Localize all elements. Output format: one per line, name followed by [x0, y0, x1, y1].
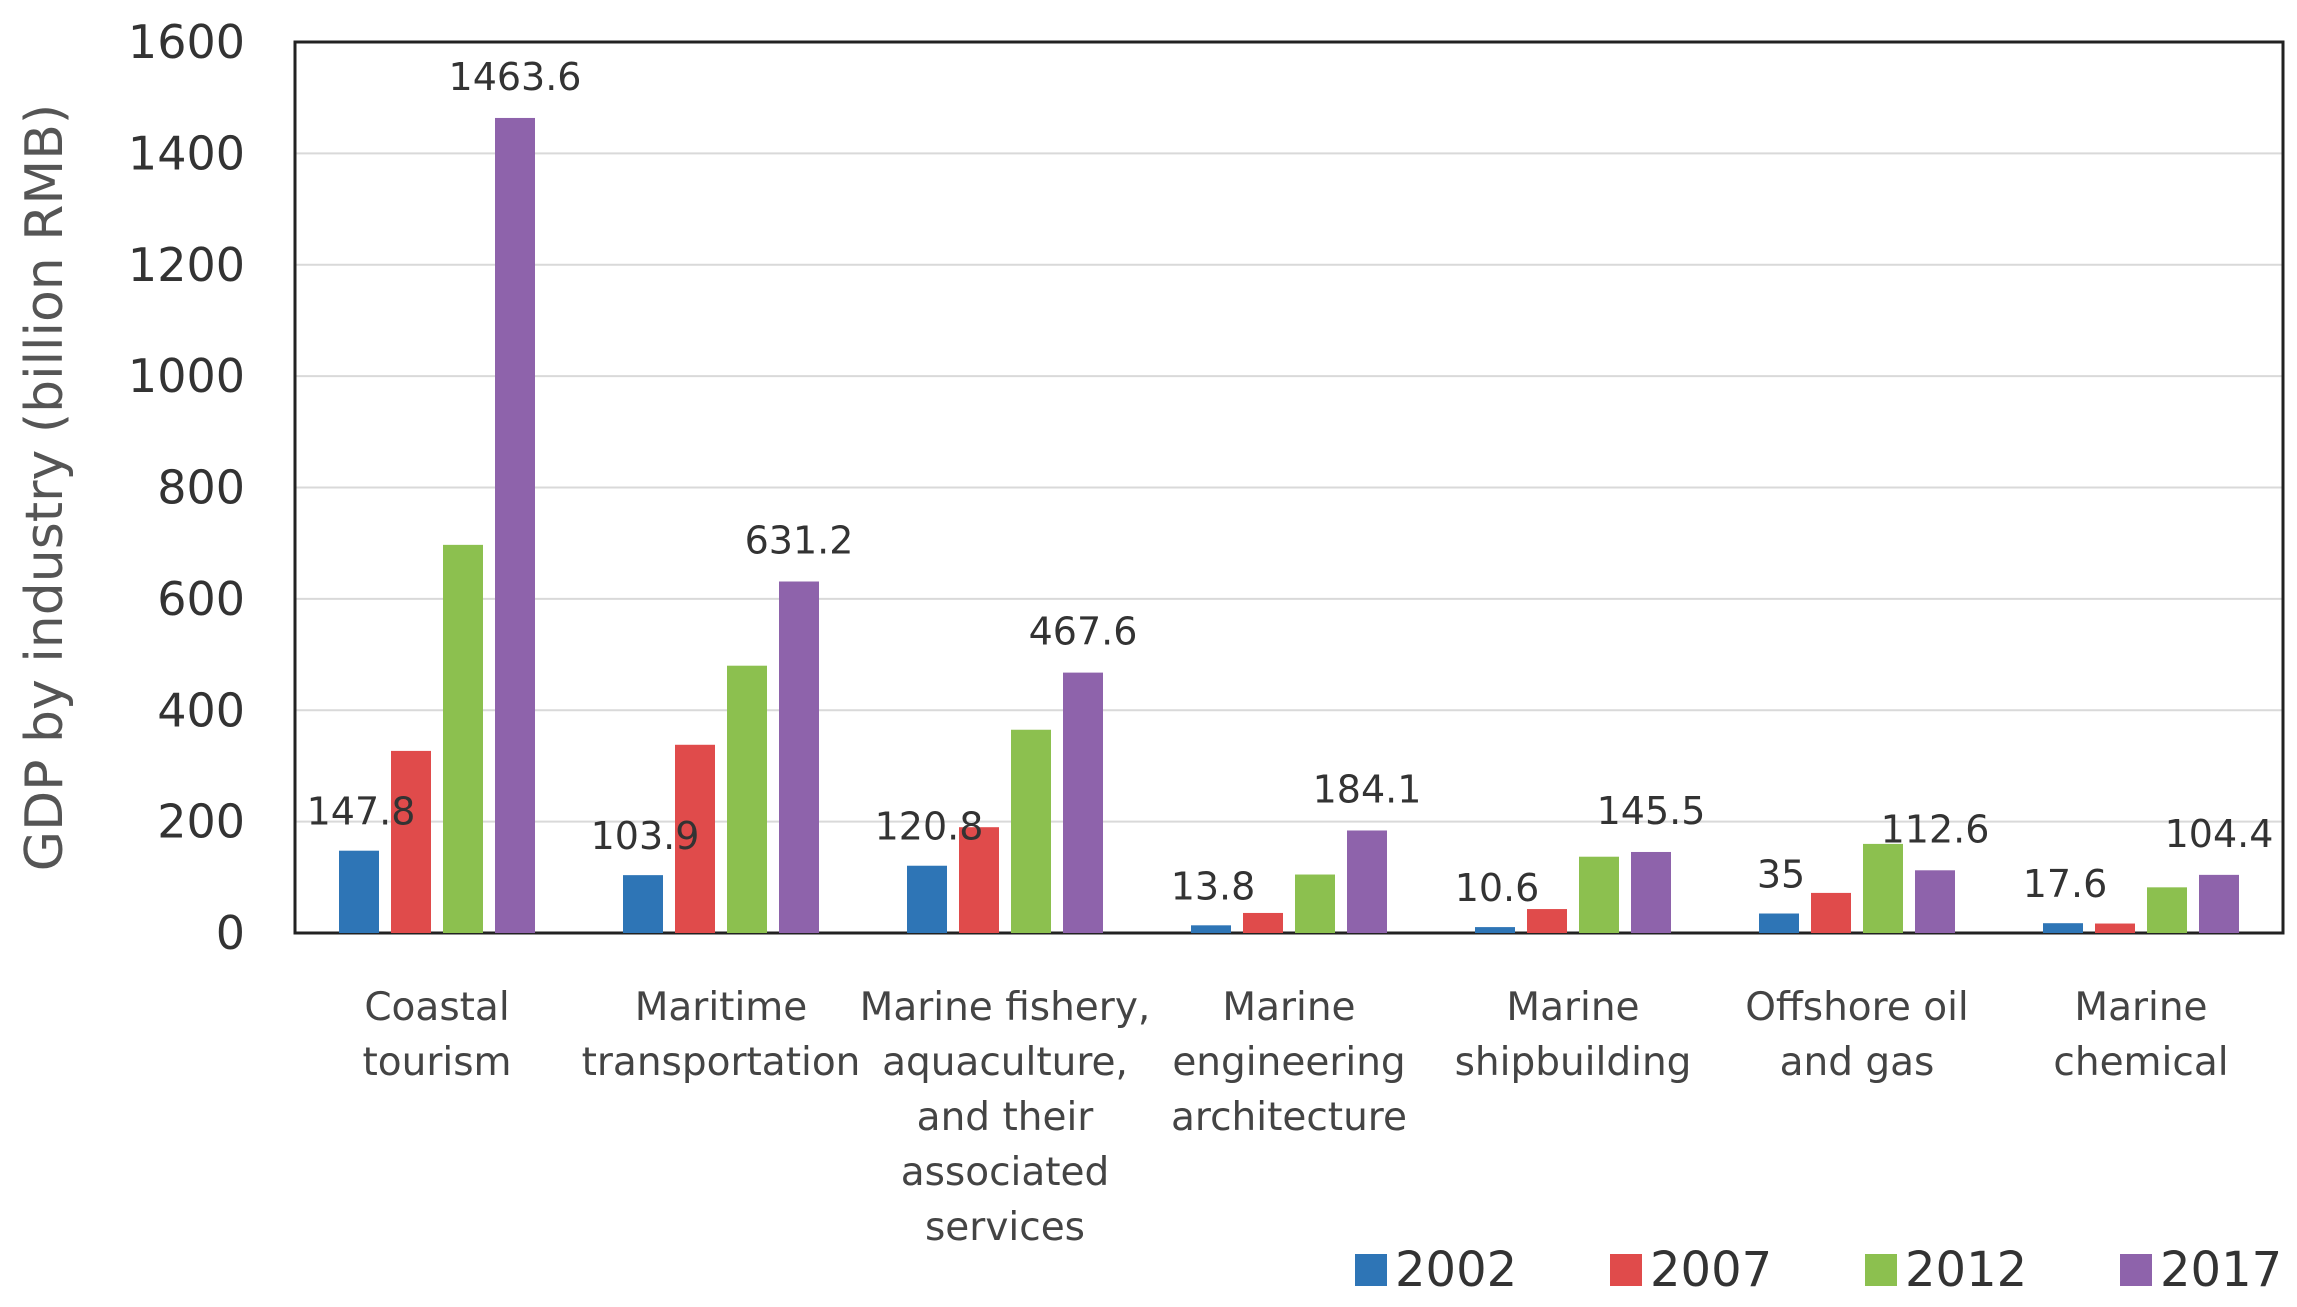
- bar-2012-0: [443, 544, 483, 933]
- bar-2007-5: [1811, 892, 1851, 933]
- y-tick-label: 600: [157, 572, 245, 626]
- plot-area-border: [293, 40, 2285, 935]
- bar-2002-4: [1475, 927, 1515, 933]
- bar-2002-5: [1759, 913, 1799, 933]
- bar-2012-2: [1011, 729, 1051, 933]
- bar-2012-5: [1863, 843, 1903, 933]
- y-tick-label: 400: [157, 683, 245, 737]
- legend-label-2017: 2017: [2160, 1242, 2282, 1298]
- category-label: chemical: [2053, 1040, 2228, 1085]
- data-label-2017: 1463.6: [449, 55, 582, 99]
- data-label-2002: 35: [1757, 853, 1805, 897]
- data-label-2017: 145.5: [1597, 789, 1706, 833]
- bar-2007-3: [1243, 912, 1283, 933]
- bar-2012-4: [1579, 856, 1619, 933]
- y-tick-label: 1600: [128, 15, 245, 69]
- bar-2002-0: [339, 850, 379, 933]
- data-label-2017: 467.6: [1029, 610, 1138, 654]
- legend-swatch-2017: [2120, 1254, 2152, 1286]
- legend-label-2007: 2007: [1650, 1242, 1772, 1298]
- bar-2012-1: [727, 665, 767, 933]
- bar-2012-3: [1295, 874, 1335, 933]
- bar-2017-0: [495, 117, 535, 933]
- y-tick-label: 0: [216, 906, 245, 960]
- category-label: shipbuilding: [1455, 1040, 1692, 1085]
- legend-label-2012: 2012: [1905, 1242, 2027, 1298]
- category-label: and their: [917, 1095, 1095, 1140]
- bar-2017-1: [779, 581, 819, 933]
- category-label: tourism: [362, 1040, 511, 1085]
- bar-2017-2: [1063, 672, 1103, 933]
- category-label: Maritime: [635, 985, 808, 1030]
- category-label: Marine: [1506, 985, 1639, 1030]
- y-tick-label: 200: [157, 795, 245, 849]
- category-label: services: [925, 1205, 1085, 1250]
- data-label-2002: 17.6: [2023, 862, 2108, 906]
- y-tick-label: 1200: [128, 238, 245, 292]
- bar-2007-2: [959, 827, 999, 933]
- category-label: Offshore oil: [1745, 985, 1969, 1030]
- y-tick-label: 800: [157, 461, 245, 515]
- bar-2017-6: [2199, 874, 2239, 933]
- data-label-2017: 184.1: [1313, 767, 1422, 811]
- bar-2007-1: [675, 744, 715, 933]
- category-label: associated: [901, 1150, 1110, 1195]
- data-label-2017: 631.2: [745, 519, 854, 563]
- bar-2002-6: [2043, 923, 2083, 933]
- category-label: Marine fishery,: [860, 985, 1151, 1030]
- bar-2007-0: [391, 750, 431, 933]
- bar-2007-6: [2095, 923, 2135, 933]
- y-axis-title: GDP by industry (billion RMB): [15, 104, 75, 871]
- bar-2007-4: [1527, 909, 1567, 933]
- data-label-2002: 103.9: [591, 814, 700, 858]
- category-label: Coastal: [364, 985, 509, 1030]
- bar-2002-1: [623, 875, 663, 933]
- category-label: architecture: [1171, 1095, 1407, 1140]
- category-label: engineering: [1172, 1040, 1405, 1085]
- bar-2017-5: [1915, 870, 1955, 933]
- data-label-2002: 13.8: [1171, 864, 1256, 908]
- legend-swatch-2007: [1610, 1254, 1642, 1286]
- category-label: aquaculture,: [882, 1040, 1128, 1085]
- category-label: transportation: [582, 1040, 861, 1085]
- bar-2017-4: [1631, 851, 1671, 933]
- data-label-2002: 10.6: [1455, 866, 1540, 910]
- category-label: Marine: [1222, 985, 1355, 1030]
- bar-2002-3: [1191, 925, 1231, 933]
- legend-label-2002: 2002: [1395, 1242, 1517, 1298]
- data-label-2002: 147.8: [307, 790, 416, 834]
- legend-swatch-2002: [1355, 1254, 1387, 1286]
- category-label: and gas: [1780, 1040, 1935, 1085]
- y-tick-label: 1000: [128, 349, 245, 403]
- data-label-2017: 104.4: [2165, 812, 2274, 856]
- data-label-2002: 120.8: [875, 805, 984, 849]
- bar-2012-6: [2147, 887, 2187, 933]
- category-label: Marine: [2074, 985, 2207, 1030]
- y-tick-label: 1400: [128, 126, 245, 180]
- data-label-2017: 112.6: [1881, 807, 1990, 851]
- legend-swatch-2012: [1865, 1254, 1897, 1286]
- bar-2002-2: [907, 865, 947, 933]
- bar-2017-3: [1347, 830, 1387, 933]
